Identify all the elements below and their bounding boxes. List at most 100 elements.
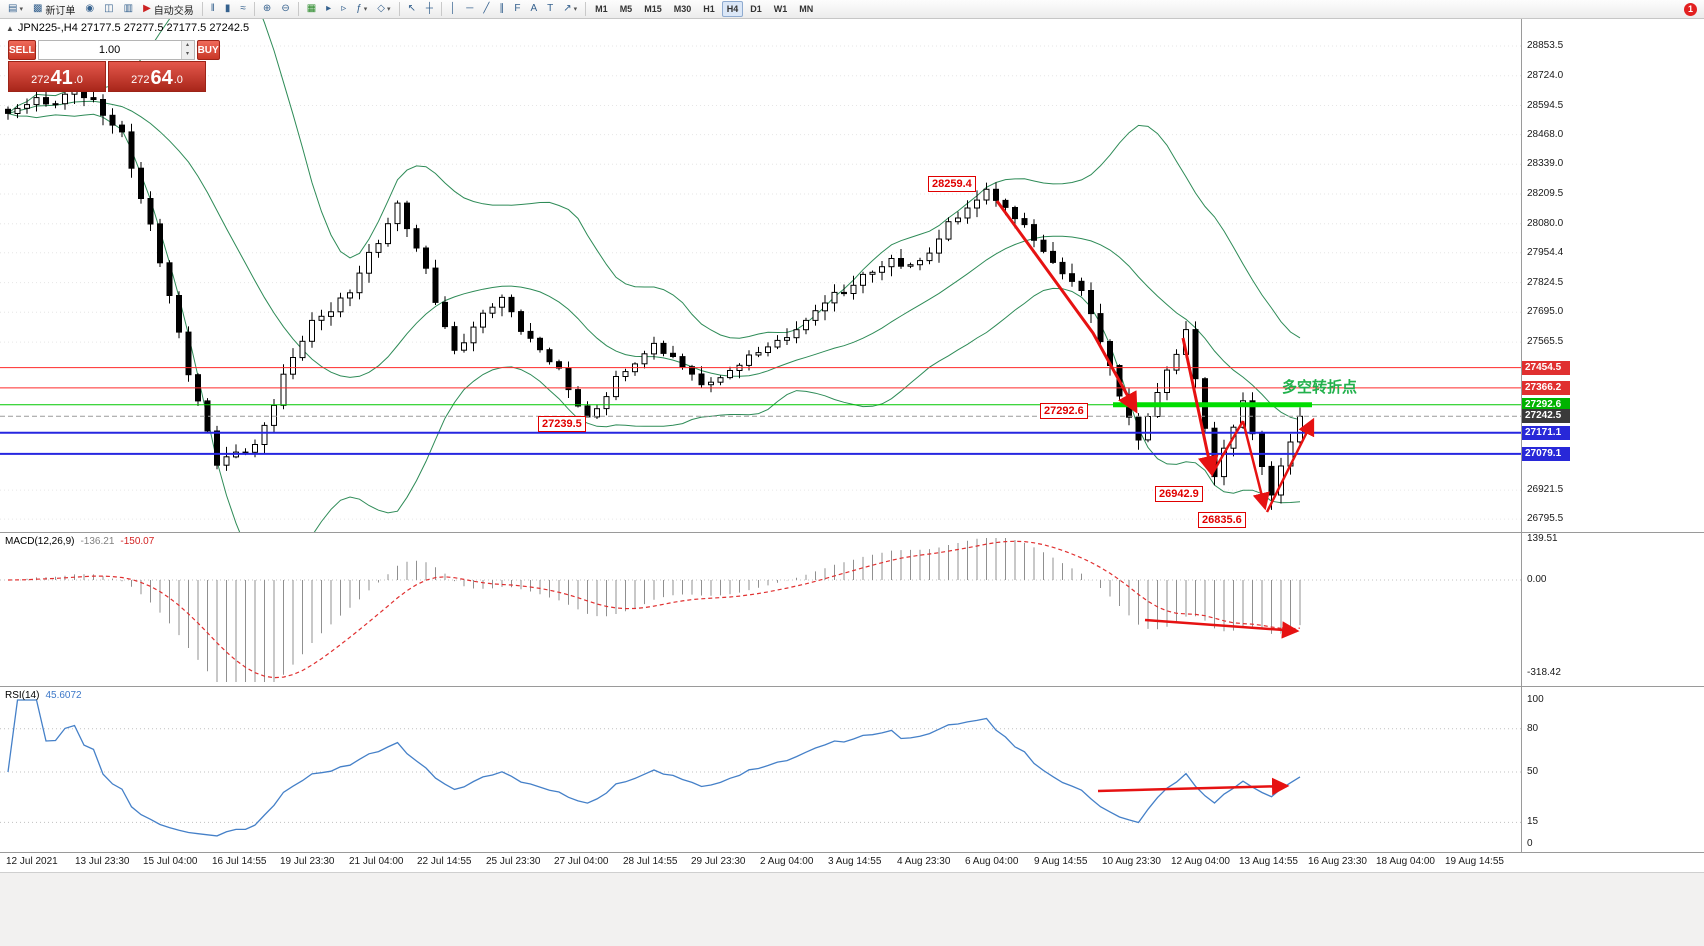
chart-shift-icon: ▹	[341, 3, 347, 14]
new-chart-button[interactable]: ▤ ▾	[4, 1, 27, 17]
collapse-panel-icon[interactable]: ▲	[6, 24, 14, 33]
sell-price-button[interactable]: 272 41.0	[8, 61, 106, 92]
rsi-value: 45.6072	[45, 690, 82, 701]
buy-price-button[interactable]: 272 64.0	[108, 61, 206, 92]
macd-histogram	[17, 538, 1301, 682]
bars-chart-button[interactable]: ‖	[207, 1, 219, 17]
indicators-button[interactable]: ƒ ▾	[352, 1, 371, 17]
objects-icon: ◇	[377, 3, 385, 14]
toolbar-separator	[297, 2, 299, 16]
autotrading-label: 自动交易	[153, 5, 194, 17]
toolbar: ▤ ▾ ▩ 新订单 ◉ ◫ ▥ ▶ 自动交易 ‖ ▮ ≈ ⊕ ⊖ ▦ ▸ ▹ ƒ ▾ ◇ ▾ ↖ ┼ │ ─ ╱ ∥ F A T ↗ ▾ M1 M…	[0, 0, 1704, 19]
price-digits-big: 64	[150, 67, 173, 89]
alerts-button[interactable]: ◉	[81, 1, 98, 17]
market-watch-button[interactable]: ◫	[100, 1, 117, 17]
text-label-icon: T	[547, 3, 554, 14]
bars-chart-icon: ‖	[210, 3, 215, 14]
new-order-icon: ▩	[32, 3, 43, 14]
macd-signal-value: -150.07	[120, 536, 155, 547]
tile-windows-button[interactable]: ▦	[303, 1, 320, 17]
new-order-button[interactable]: ▩ 新订单	[29, 1, 79, 17]
timeframe-w1-button[interactable]: W1	[773, 4, 788, 14]
crosshair-icon: ┼	[425, 3, 433, 14]
chart-symbol-info: ▲ JPN225-,H4 27177.5 27277.5 27177.5 2724…	[6, 22, 249, 34]
fibonacci-button[interactable]: F	[510, 1, 524, 17]
dropdown-arrow-icon: ▾	[387, 6, 391, 13]
line-chart-icon: ≈	[240, 3, 246, 14]
autotrading-button[interactable]: ▶ 自动交易	[139, 1, 198, 17]
timeframe-h1-button[interactable]: H1	[703, 4, 715, 14]
toolbar-separator	[585, 2, 587, 16]
vertical-line-button[interactable]: │	[446, 1, 460, 17]
zoom-out-icon: ⊖	[281, 3, 290, 14]
trendline-icon: ╱	[483, 3, 490, 14]
trendline-button[interactable]: ╱	[479, 1, 493, 17]
candles-group	[5, 82, 1303, 510]
volume-down-icon[interactable]: ▾	[181, 50, 194, 59]
chart-shift-button[interactable]: ▹	[337, 1, 350, 17]
data-window-icon: ▥	[123, 3, 134, 14]
tile-windows-icon: ▦	[306, 3, 317, 14]
line-chart-button[interactable]: ≈	[236, 1, 250, 17]
auto-scroll-button[interactable]: ▸	[322, 1, 335, 17]
timeframe-m15-button[interactable]: M15	[644, 4, 662, 14]
data-window-button[interactable]: ▥	[120, 1, 137, 17]
fibonacci-icon: F	[514, 3, 521, 14]
zoom-in-button[interactable]: ⊕	[259, 1, 275, 17]
candles-chart-button[interactable]: ▮	[221, 1, 235, 17]
auto-scroll-icon: ▸	[326, 3, 332, 14]
rsi-name: RSI(14)	[5, 690, 40, 701]
market-watch-icon: ◫	[104, 3, 114, 14]
timeframe-m30-button[interactable]: M30	[673, 4, 692, 14]
equidistant-channel-button[interactable]: ∥	[495, 1, 508, 17]
arrows-button[interactable]: ↗ ▾	[559, 1, 581, 17]
chart-ohlc-text: JPN225-,H4 27177.5 27277.5 27177.5 27242…	[17, 22, 250, 34]
cursor-button[interactable]: ↖	[404, 1, 420, 17]
volume-up-icon[interactable]: ▴	[181, 41, 194, 50]
price-digits: 272	[131, 73, 150, 86]
price-digits: .0	[173, 73, 183, 86]
equidistant-channel-icon: ∥	[499, 3, 505, 14]
arrows-icon: ↗	[563, 3, 572, 14]
volume-box: ▴ ▾	[37, 40, 195, 60]
cursor-icon: ↖	[407, 3, 416, 14]
vertical-line-icon: │	[450, 3, 457, 14]
volume-input[interactable]	[38, 41, 181, 59]
timeframe-d1-button[interactable]: D1	[750, 4, 762, 14]
horizontal-levels	[0, 367, 1521, 455]
new-chart-icon: ▤	[8, 3, 18, 14]
text-button[interactable]: A	[526, 1, 541, 17]
objects-button[interactable]: ◇ ▾	[373, 1, 394, 17]
horizontal-line-button[interactable]: ─	[462, 1, 477, 17]
toolbar-separator	[441, 2, 442, 16]
notification-badge[interactable]: 1	[1684, 2, 1697, 16]
toolbar-separator	[398, 2, 400, 16]
rsi-level-lines	[0, 728, 1521, 823]
zoom-out-button[interactable]: ⊖	[277, 1, 293, 17]
toolbar-separator	[253, 2, 255, 16]
price-digits: 272	[31, 73, 50, 86]
timeframe-m1-button[interactable]: M1	[595, 4, 608, 14]
timeframe-mn-button[interactable]: MN	[799, 4, 814, 14]
trend-arrows[interactable]	[995, 200, 1315, 796]
text-icon: A	[530, 3, 538, 14]
alerts-icon: ◉	[85, 3, 95, 14]
window-bottom-area	[0, 872, 1704, 946]
text-label-button[interactable]: T	[543, 1, 557, 17]
price-digits: .0	[73, 73, 83, 86]
sell-button[interactable]: SELL	[8, 40, 36, 60]
timeframe-m5-button[interactable]: M5	[619, 4, 633, 14]
macd-main-value: -136.21	[80, 536, 115, 547]
zoom-in-icon: ⊕	[262, 3, 272, 14]
new-order-label: 新订单	[45, 5, 76, 17]
autotrading-icon: ▶	[143, 3, 151, 14]
dropdown-arrow-icon: ▾	[573, 6, 578, 13]
timeframe-h4-button[interactable]: H4	[721, 1, 744, 17]
toolbar-separator	[201, 2, 203, 16]
crosshair-button[interactable]: ┼	[422, 1, 437, 17]
buy-button[interactable]: BUY	[196, 40, 220, 60]
horizontal-line-icon: ─	[466, 3, 474, 14]
rsi-line	[7, 699, 1301, 837]
